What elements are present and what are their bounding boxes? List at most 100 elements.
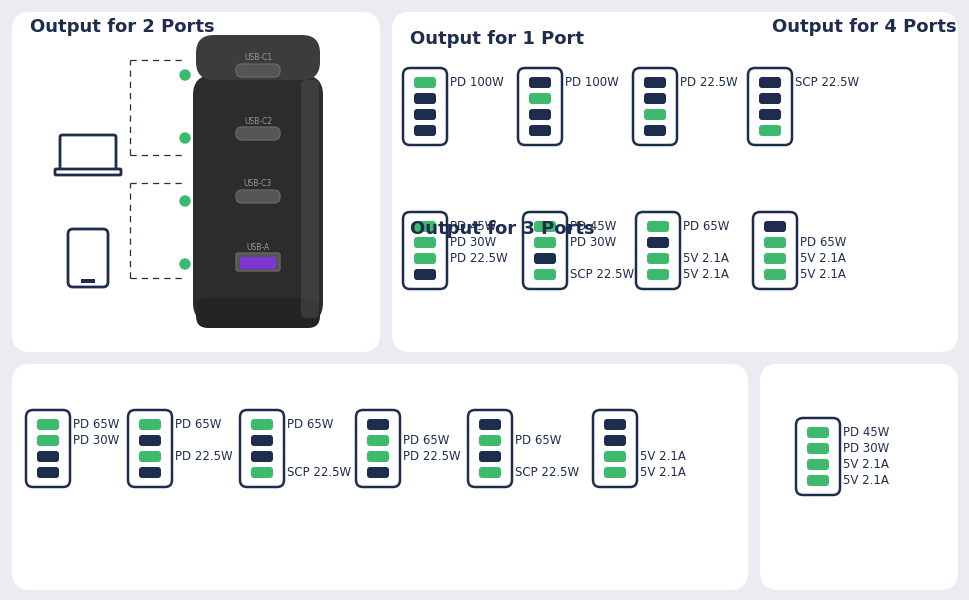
FancyBboxPatch shape <box>646 253 669 264</box>
FancyBboxPatch shape <box>633 68 676 145</box>
FancyBboxPatch shape <box>37 419 59 430</box>
FancyBboxPatch shape <box>806 443 828 454</box>
FancyBboxPatch shape <box>806 459 828 470</box>
FancyBboxPatch shape <box>68 229 108 287</box>
FancyBboxPatch shape <box>55 169 121 175</box>
Text: PD 65W: PD 65W <box>287 418 333 431</box>
FancyBboxPatch shape <box>479 419 500 430</box>
Text: SCP 22.5W: SCP 22.5W <box>515 466 578 479</box>
Text: USB-C1: USB-C1 <box>243 53 271 62</box>
FancyBboxPatch shape <box>251 435 272 446</box>
FancyBboxPatch shape <box>251 451 272 462</box>
Text: PD 30W: PD 30W <box>450 236 496 249</box>
FancyBboxPatch shape <box>12 12 380 352</box>
Text: USB-C2: USB-C2 <box>243 116 271 125</box>
FancyBboxPatch shape <box>643 109 666 120</box>
FancyBboxPatch shape <box>251 419 272 430</box>
Text: 5V 2.1A: 5V 2.1A <box>640 466 685 479</box>
FancyBboxPatch shape <box>235 127 280 140</box>
Text: PD 30W: PD 30W <box>570 236 615 249</box>
FancyBboxPatch shape <box>534 221 555 232</box>
FancyBboxPatch shape <box>414 77 435 88</box>
FancyBboxPatch shape <box>604 419 625 430</box>
Circle shape <box>180 196 190 206</box>
FancyBboxPatch shape <box>139 435 161 446</box>
FancyBboxPatch shape <box>37 435 59 446</box>
FancyBboxPatch shape <box>643 125 666 136</box>
FancyBboxPatch shape <box>758 109 780 120</box>
FancyBboxPatch shape <box>758 125 780 136</box>
FancyBboxPatch shape <box>139 451 161 462</box>
FancyBboxPatch shape <box>534 269 555 280</box>
FancyBboxPatch shape <box>366 419 389 430</box>
Text: PD 45W: PD 45W <box>570 220 615 233</box>
FancyBboxPatch shape <box>528 125 550 136</box>
Bar <box>81 279 95 283</box>
FancyBboxPatch shape <box>239 410 284 487</box>
FancyBboxPatch shape <box>528 93 550 104</box>
FancyBboxPatch shape <box>414 253 435 264</box>
FancyBboxPatch shape <box>646 237 669 248</box>
FancyBboxPatch shape <box>300 80 319 318</box>
Text: PD 30W: PD 30W <box>73 434 119 447</box>
FancyBboxPatch shape <box>604 451 625 462</box>
Text: PD 22.5W: PD 22.5W <box>450 252 507 265</box>
Text: Output for 3 Ports: Output for 3 Ports <box>410 220 594 238</box>
Text: 5V 2.1A: 5V 2.1A <box>799 252 845 265</box>
Text: USB-A: USB-A <box>246 242 269 251</box>
FancyBboxPatch shape <box>402 68 447 145</box>
Text: 5V 2.1A: 5V 2.1A <box>682 252 728 265</box>
FancyBboxPatch shape <box>26 410 70 487</box>
FancyBboxPatch shape <box>604 467 625 478</box>
Text: PD 65W: PD 65W <box>174 418 221 431</box>
FancyBboxPatch shape <box>796 418 839 495</box>
FancyBboxPatch shape <box>758 93 780 104</box>
FancyBboxPatch shape <box>251 467 272 478</box>
FancyBboxPatch shape <box>806 475 828 486</box>
Circle shape <box>180 70 190 80</box>
FancyBboxPatch shape <box>534 253 555 264</box>
FancyBboxPatch shape <box>366 435 389 446</box>
Text: PD 100W: PD 100W <box>564 76 618 89</box>
FancyBboxPatch shape <box>356 410 399 487</box>
FancyBboxPatch shape <box>414 109 435 120</box>
FancyBboxPatch shape <box>592 410 637 487</box>
FancyBboxPatch shape <box>414 269 435 280</box>
FancyBboxPatch shape <box>646 221 669 232</box>
FancyBboxPatch shape <box>747 68 791 145</box>
FancyBboxPatch shape <box>196 35 320 80</box>
FancyBboxPatch shape <box>196 298 320 328</box>
Text: 5V 2.1A: 5V 2.1A <box>842 474 888 487</box>
FancyBboxPatch shape <box>235 64 280 77</box>
Bar <box>239 257 276 269</box>
FancyBboxPatch shape <box>760 364 957 590</box>
FancyBboxPatch shape <box>479 435 500 446</box>
Text: 5V 2.1A: 5V 2.1A <box>682 268 728 281</box>
Text: PD 100W: PD 100W <box>450 76 503 89</box>
Text: 5V 2.1A: 5V 2.1A <box>842 458 888 471</box>
FancyBboxPatch shape <box>764 253 785 264</box>
Text: PD 45W: PD 45W <box>450 220 496 233</box>
FancyBboxPatch shape <box>37 467 59 478</box>
FancyBboxPatch shape <box>604 435 625 446</box>
Text: PD 45W: PD 45W <box>842 426 889 439</box>
FancyBboxPatch shape <box>467 410 512 487</box>
Text: PD 65W: PD 65W <box>799 236 846 249</box>
FancyBboxPatch shape <box>139 419 161 430</box>
Text: SCP 22.5W: SCP 22.5W <box>287 466 351 479</box>
FancyBboxPatch shape <box>806 427 828 438</box>
FancyBboxPatch shape <box>646 269 669 280</box>
Text: Output for 4 Ports: Output for 4 Ports <box>771 18 955 36</box>
Circle shape <box>180 259 190 269</box>
FancyBboxPatch shape <box>528 109 550 120</box>
FancyBboxPatch shape <box>534 237 555 248</box>
FancyBboxPatch shape <box>643 93 666 104</box>
FancyBboxPatch shape <box>414 221 435 232</box>
FancyBboxPatch shape <box>764 237 785 248</box>
FancyBboxPatch shape <box>60 135 116 170</box>
FancyBboxPatch shape <box>643 77 666 88</box>
FancyBboxPatch shape <box>366 451 389 462</box>
FancyBboxPatch shape <box>764 221 785 232</box>
Circle shape <box>180 133 190 143</box>
FancyBboxPatch shape <box>479 467 500 478</box>
